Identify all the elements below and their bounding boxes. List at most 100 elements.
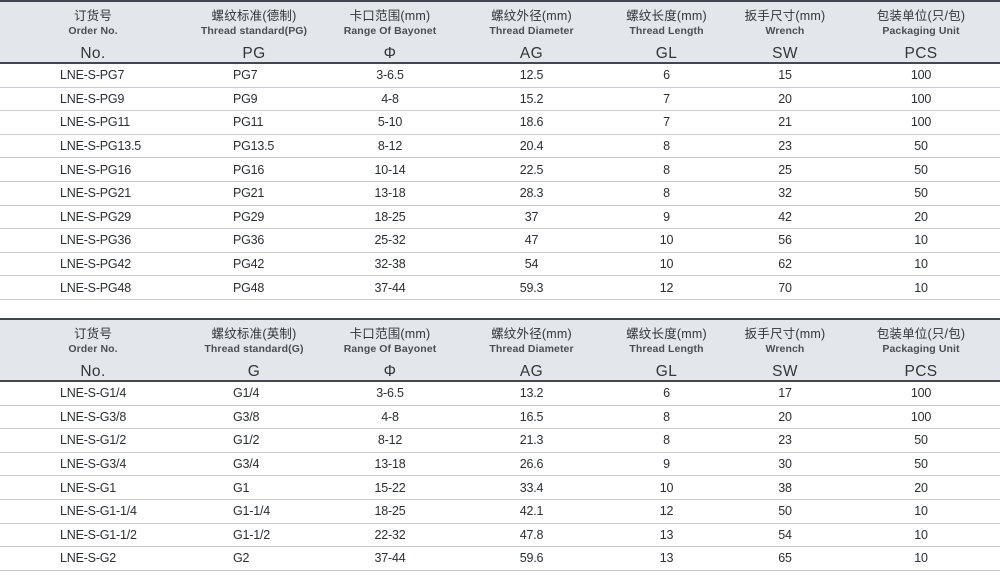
cell-wrench-size: 20 xyxy=(778,409,792,424)
table-row: LNE-S-PG36 PG36 25-32 47 10 56 10 xyxy=(0,229,1000,253)
cell-bayonet-range: 22-32 xyxy=(374,527,406,542)
header-code-thread-standard: PG xyxy=(242,44,266,62)
cell-thread-standard: G2 xyxy=(233,551,250,566)
cell-thread-diameter: 59.6 xyxy=(519,551,544,566)
cell-order-no: LNE-S-PG16 xyxy=(60,162,131,177)
cell-packaging-unit: 50 xyxy=(914,162,928,177)
cell-bayonet-range: 18-25 xyxy=(374,504,406,519)
cell-thread-length: 12 xyxy=(659,504,674,519)
header-zh-order-no: 订货号 xyxy=(73,326,113,341)
cell-wrench-size: 54 xyxy=(778,527,792,542)
cell-packaging-unit: 20 xyxy=(914,480,928,495)
cell-thread-length: 10 xyxy=(659,233,674,248)
table-row: LNE-S-G3/8 G3/8 4-8 16.5 8 20 100 xyxy=(0,406,1000,430)
table-row: LNE-S-PG48 PG48 37-44 59.3 12 70 10 xyxy=(0,276,1000,300)
cell-wrench-size: 32 xyxy=(778,186,792,201)
cell-thread-diameter: 13.2 xyxy=(519,386,544,401)
cell-packaging-unit: 50 xyxy=(914,433,928,448)
cell-thread-length: 10 xyxy=(659,480,674,495)
header-zh-thread-length: 螺纹长度(mm) xyxy=(626,9,707,23)
cell-order-no: LNE-S-G2 xyxy=(60,551,117,566)
header-en-thread-length: Thread Length xyxy=(629,342,704,355)
cell-packaging-unit: 50 xyxy=(914,139,928,154)
cell-thread-length: 8 xyxy=(663,409,670,424)
header-en-wrench-size: Wrench xyxy=(765,342,805,355)
header-code-bayonet-range: Φ xyxy=(383,44,397,62)
cell-thread-diameter: 26.6 xyxy=(519,457,544,472)
header-zh-packaging-unit: 包装单位(只/包) xyxy=(876,9,966,23)
cell-packaging-unit: 50 xyxy=(914,186,928,201)
header-zh-bayonet-range: 卡口范围(mm) xyxy=(349,326,431,341)
cell-packaging-unit: 100 xyxy=(910,115,932,130)
table-row: LNE-S-PG9 PG9 4-8 15.2 7 20 100 xyxy=(0,88,1000,112)
cell-thread-length: 8 xyxy=(663,186,670,201)
cell-thread-length: 6 xyxy=(663,386,670,401)
cell-thread-diameter: 42.1 xyxy=(519,504,544,519)
cell-thread-length: 10 xyxy=(659,257,674,272)
cell-wrench-size: 25 xyxy=(778,162,792,177)
cell-bayonet-range: 32-38 xyxy=(374,257,406,272)
pg-table-body: LNE-S-PG7 PG7 3-6.5 12.5 6 15 100 LNE-S-PG9 PG9 4… xyxy=(0,64,1000,300)
cell-thread-standard: PG21 xyxy=(233,186,265,201)
header-code-wrench-size: SW xyxy=(772,44,798,62)
cell-bayonet-range: 15-22 xyxy=(374,480,406,495)
cell-thread-standard: PG36 xyxy=(233,233,265,248)
header-code-order-no: No. xyxy=(80,362,106,380)
table-row: LNE-S-PG7 PG7 3-6.5 12.5 6 15 100 xyxy=(0,64,1000,88)
cell-thread-length: 13 xyxy=(659,527,674,542)
cell-thread-diameter: 47.8 xyxy=(519,527,544,542)
cell-bayonet-range: 5-10 xyxy=(377,115,403,130)
cell-thread-length: 9 xyxy=(663,209,670,224)
cell-wrench-size: 65 xyxy=(778,551,792,566)
cell-packaging-unit: 10 xyxy=(914,527,928,542)
header-zh-thread-length: 螺纹长度(mm) xyxy=(626,326,707,341)
cell-bayonet-range: 37-44 xyxy=(374,280,406,295)
column-header-order-no: 订货号 Order No. No. xyxy=(0,320,186,381)
header-zh-thread-diameter: 螺纹外径(mm) xyxy=(491,9,572,23)
column-header-wrench-size: 扳手尺寸(mm) Wrench SW xyxy=(728,320,842,381)
header-en-bayonet-range: Range Of Bayonet xyxy=(343,24,437,37)
cell-order-no: LNE-S-PG13.5 xyxy=(60,139,141,154)
cell-wrench-size: 23 xyxy=(778,139,792,154)
cell-packaging-unit: 10 xyxy=(914,233,928,248)
header-code-packaging-unit: PCS xyxy=(904,44,938,62)
cell-wrench-size: 30 xyxy=(778,457,792,472)
cell-thread-length: 12 xyxy=(659,280,674,295)
table-row: LNE-S-G1 G1 15-22 33.4 10 38 20 xyxy=(0,476,1000,500)
cell-packaging-unit: 10 xyxy=(914,257,928,272)
header-en-wrench-size: Wrench xyxy=(765,24,805,37)
cell-thread-standard: G1-1/2 xyxy=(233,527,271,542)
column-header-bayonet-range: 卡口范围(mm) Range Of Bayonet Φ xyxy=(322,320,458,381)
cell-bayonet-range: 18-25 xyxy=(374,209,406,224)
cell-order-no: LNE-S-G1-1/4 xyxy=(60,504,137,519)
column-header-thread-diameter: 螺纹外径(mm) Thread Diameter AG xyxy=(458,2,605,63)
cell-thread-length: 7 xyxy=(663,115,670,130)
header-code-wrench-size: SW xyxy=(772,362,798,380)
cell-packaging-unit: 100 xyxy=(910,386,932,401)
header-en-thread-diameter: Thread Diameter xyxy=(489,342,574,355)
cell-thread-standard: PG29 xyxy=(233,209,265,224)
column-header-packaging-unit: 包装单位(只/包) Packaging Unit PCS xyxy=(842,320,1000,381)
cell-packaging-unit: 100 xyxy=(910,68,932,83)
cell-order-no: LNE-S-G1-1/2 xyxy=(60,527,137,542)
header-code-thread-length: GL xyxy=(655,362,678,380)
cell-order-no: LNE-S-PG21 xyxy=(60,186,131,201)
table-row: LNE-S-G1-1/2 G1-1/2 22-32 47.8 13 54 10 xyxy=(0,524,1000,548)
cell-bayonet-range: 3-6.5 xyxy=(376,68,404,83)
cell-thread-diameter: 47 xyxy=(524,233,539,248)
cell-thread-length: 8 xyxy=(663,433,670,448)
column-header-thread-length: 螺纹长度(mm) Thread Length GL xyxy=(605,2,728,63)
cell-order-no: LNE-S-PG11 xyxy=(60,115,131,130)
cell-thread-diameter: 12.5 xyxy=(519,68,544,83)
header-code-packaging-unit: PCS xyxy=(904,362,938,380)
cell-order-no: LNE-S-G1/4 xyxy=(60,386,127,401)
cell-order-no: LNE-S-PG42 xyxy=(60,257,131,272)
cell-thread-standard: G1/2 xyxy=(233,433,260,448)
cell-order-no: LNE-S-G1/2 xyxy=(60,433,127,448)
cell-wrench-size: 42 xyxy=(778,209,792,224)
column-header-thread-diameter: 螺纹外径(mm) Thread Diameter AG xyxy=(458,320,605,381)
cell-thread-standard: G1 xyxy=(233,480,250,495)
column-header-thread-length: 螺纹长度(mm) Thread Length GL xyxy=(605,320,728,381)
header-en-packaging-unit: Packaging Unit xyxy=(882,24,960,37)
